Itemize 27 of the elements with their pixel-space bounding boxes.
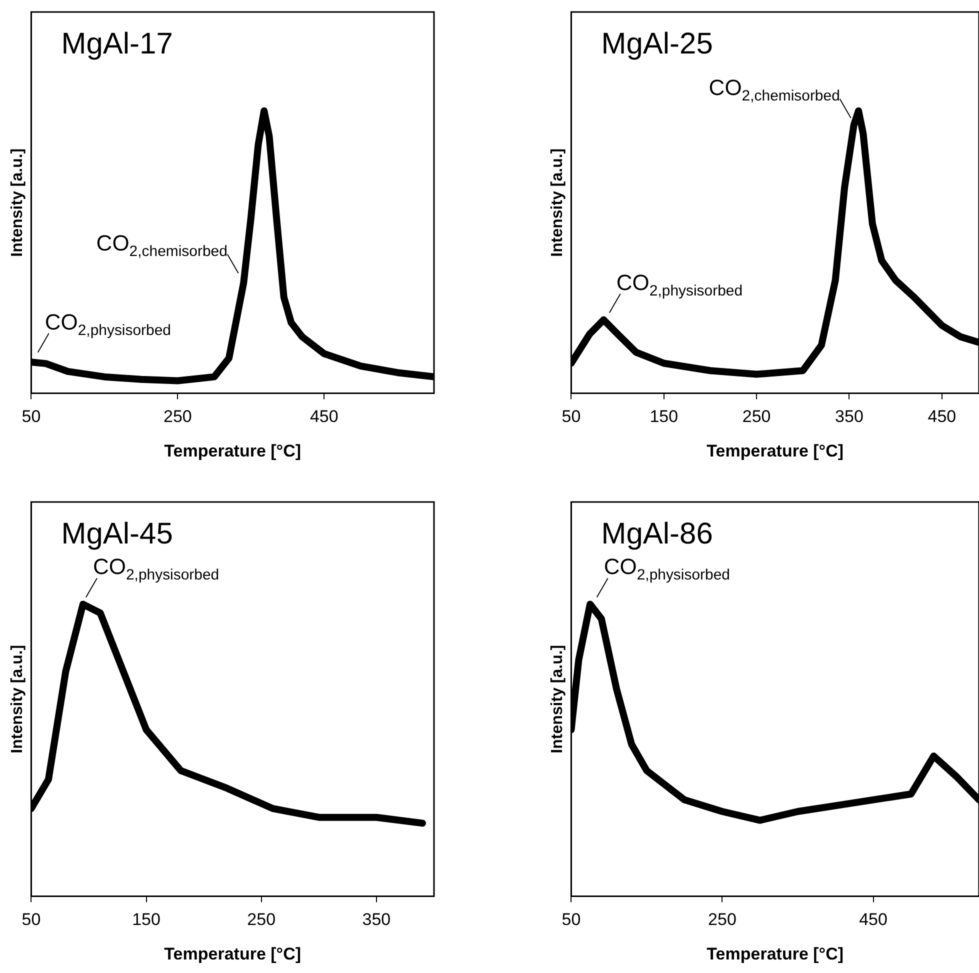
- x-tick-label: 50: [562, 910, 581, 930]
- x-tick-label: 250: [247, 910, 276, 930]
- chart-title: MgAl-17: [61, 27, 173, 60]
- x-tick-label: 450: [859, 910, 888, 930]
- x-tick-label: 150: [132, 910, 160, 930]
- x-tick-label: 250: [163, 407, 192, 426]
- x-tick-label: 450: [928, 407, 956, 426]
- x-axis-title: Temperature [°C]: [164, 944, 302, 964]
- chart-title: MgAl-45: [61, 517, 173, 550]
- x-axis-title: Temperature [°C]: [706, 944, 844, 964]
- x-axis-title: Temperature [°C]: [164, 441, 302, 460]
- x-tick-label: 450: [310, 407, 338, 426]
- x-tick-label: 350: [362, 910, 391, 930]
- x-tick-label: 250: [742, 407, 771, 426]
- y-axis-title: Intensity [a.u.]: [9, 148, 26, 257]
- x-tick-label: 350: [835, 407, 864, 426]
- chart-title: MgAl-86: [601, 517, 713, 550]
- y-axis-title: Intensity [a.u.]: [9, 644, 26, 754]
- x-tick-label: 50: [22, 910, 41, 930]
- x-tick-label: 50: [22, 407, 41, 426]
- x-tick-label: 250: [708, 910, 736, 930]
- y-axis-title: Intensity [a.u.]: [549, 148, 566, 257]
- chart-title: MgAl-25: [601, 27, 713, 60]
- x-tick-label: 150: [650, 407, 678, 426]
- x-tick-label: 50: [562, 407, 581, 426]
- x-axis-title: Temperature [°C]: [706, 441, 844, 460]
- y-axis-title: Intensity [a.u.]: [549, 644, 566, 754]
